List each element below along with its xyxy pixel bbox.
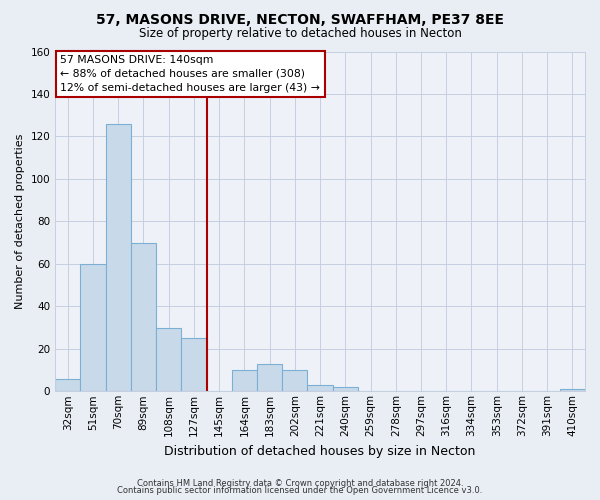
- Bar: [131, 242, 156, 392]
- Bar: [181, 338, 206, 392]
- Bar: [257, 364, 282, 392]
- Bar: [106, 124, 131, 392]
- Bar: [80, 264, 106, 392]
- Y-axis label: Number of detached properties: Number of detached properties: [15, 134, 25, 309]
- Text: Size of property relative to detached houses in Necton: Size of property relative to detached ho…: [139, 28, 461, 40]
- Bar: [156, 328, 181, 392]
- Bar: [55, 378, 80, 392]
- Bar: [307, 385, 332, 392]
- Bar: [560, 389, 585, 392]
- Bar: [332, 387, 358, 392]
- Text: 57, MASONS DRIVE, NECTON, SWAFFHAM, PE37 8EE: 57, MASONS DRIVE, NECTON, SWAFFHAM, PE37…: [96, 12, 504, 26]
- X-axis label: Distribution of detached houses by size in Necton: Distribution of detached houses by size …: [164, 444, 476, 458]
- Text: Contains HM Land Registry data © Crown copyright and database right 2024.: Contains HM Land Registry data © Crown c…: [137, 478, 463, 488]
- Text: Contains public sector information licensed under the Open Government Licence v3: Contains public sector information licen…: [118, 486, 482, 495]
- Bar: [282, 370, 307, 392]
- Text: 57 MASONS DRIVE: 140sqm
← 88% of detached houses are smaller (308)
12% of semi-d: 57 MASONS DRIVE: 140sqm ← 88% of detache…: [61, 55, 320, 93]
- Bar: [232, 370, 257, 392]
